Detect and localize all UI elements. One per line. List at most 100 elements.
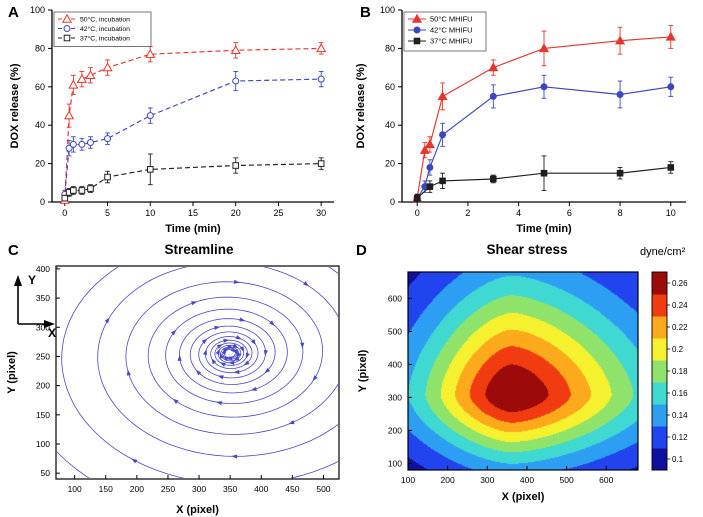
legend-label: 50°C, incubation <box>80 16 130 24</box>
svg-text:250: 250 <box>161 484 175 494</box>
svg-text:150: 150 <box>99 484 113 494</box>
svg-text:6: 6 <box>567 208 572 218</box>
svg-text:500: 500 <box>316 484 330 494</box>
svg-text:25: 25 <box>273 208 283 218</box>
svg-text:100: 100 <box>380 5 395 15</box>
svg-text:300: 300 <box>388 392 402 402</box>
x-axis-label: Time (min) <box>165 223 221 235</box>
svg-text:40: 40 <box>385 120 395 130</box>
svg-text:0: 0 <box>415 208 420 218</box>
streamlines <box>57 267 338 478</box>
panel-d-label: D <box>356 242 367 259</box>
chart-d-title: Shear stress <box>486 242 568 257</box>
colorbar-tick-label: 0.22 <box>672 323 688 332</box>
svg-text:10: 10 <box>666 208 676 218</box>
colorbar: 0.26 0.24 0.22 0.2 0.18 0.16 0.14 0.12 0.1 <box>651 271 688 471</box>
svg-text:80: 80 <box>385 43 395 53</box>
colorbar-tick-label: 0.16 <box>672 389 688 398</box>
y-axis-label: Y (pixel) <box>357 349 369 392</box>
legend-label: 42°C, incubation <box>80 25 130 33</box>
svg-text:20: 20 <box>385 159 395 169</box>
svg-text:200: 200 <box>388 425 402 435</box>
svg-text:500: 500 <box>560 475 574 485</box>
colorbar-tick-label: 0.12 <box>672 433 688 442</box>
colorbar-tick-label: 0.1 <box>672 455 684 464</box>
axes: 0 5 10 15 20 25 30 0 20 40 60 80 100 <box>30 5 334 218</box>
svg-text:400: 400 <box>254 484 268 494</box>
legend-label: 37°C, incubation <box>80 35 130 43</box>
svg-text:600: 600 <box>388 293 402 303</box>
svg-text:450: 450 <box>285 484 299 494</box>
colorbar-unit-label: dyne/cm² <box>640 246 686 258</box>
colorbar-tick-label: 0.26 <box>672 279 688 288</box>
series <box>61 70 325 199</box>
axes: 100 150 200 250 300 350 400 450 500 50 100 150 200 25… <box>36 264 340 494</box>
svg-text:350: 350 <box>36 293 50 303</box>
series <box>61 153 325 202</box>
svg-text:100: 100 <box>68 484 82 494</box>
svg-text:0: 0 <box>40 197 45 207</box>
svg-text:300: 300 <box>480 475 494 485</box>
legend-label: 42°C MHIFU <box>430 26 473 35</box>
y-axis-label: DOX release (%) <box>355 63 367 148</box>
svg-text:60: 60 <box>35 82 45 92</box>
chart-d: 100 200 300 400 500 600 100 200 300 400 500 600 X (p… <box>357 271 688 503</box>
xy-axes-annotation: YX <box>14 273 56 340</box>
svg-text:500: 500 <box>388 326 402 336</box>
series <box>59 42 327 204</box>
chart-c: 100 150 200 250 300 350 400 450 500 50 100 150 200 25… <box>6 264 340 516</box>
svg-text:15: 15 <box>188 208 198 218</box>
colorbar-tick-label: 0.14 <box>672 411 688 420</box>
panel-b: B 0 2 4 6 8 10 0 20 40 60 80 100 Time (min) DOX relea… <box>352 4 700 236</box>
svg-text:300: 300 <box>36 322 50 332</box>
panel-b-label: B <box>360 4 371 21</box>
svg-text:60: 60 <box>385 82 395 92</box>
svg-text:150: 150 <box>36 410 50 420</box>
svg-text:30: 30 <box>316 208 326 218</box>
y-axis-label: DOX release (%) <box>9 63 21 148</box>
svg-text:100: 100 <box>401 475 415 485</box>
svg-text:0: 0 <box>62 208 67 218</box>
series <box>413 155 675 203</box>
svg-text:50: 50 <box>41 468 51 478</box>
svg-text:400: 400 <box>388 359 402 369</box>
svg-text:350: 350 <box>223 484 237 494</box>
svg-text:80: 80 <box>35 43 45 53</box>
chart-d-heatmap <box>408 272 638 470</box>
y-axis-label: Y (pixel) <box>6 351 18 394</box>
svg-text:0: 0 <box>390 197 395 207</box>
chart-c-title: Streamline <box>164 242 234 257</box>
svg-text:400: 400 <box>520 475 534 485</box>
svg-text:5: 5 <box>105 208 110 218</box>
annotation-y-label: Y <box>28 273 36 287</box>
colorbar-tick-label: 0.18 <box>672 367 688 376</box>
svg-text:20: 20 <box>231 208 241 218</box>
svg-text:2: 2 <box>465 208 470 218</box>
legend-label: 37°C MHIFU <box>430 37 473 46</box>
colorbar-tick-label: 0.24 <box>672 301 688 310</box>
svg-text:250: 250 <box>36 351 50 361</box>
svg-text:600: 600 <box>599 475 613 485</box>
x-axis-label: Time (min) <box>516 223 572 235</box>
svg-text:200: 200 <box>441 475 455 485</box>
svg-text:100: 100 <box>388 458 402 468</box>
legend: 50°C MHIFU 42°C MHIFU 37°C MHIFU <box>403 11 487 52</box>
svg-text:8: 8 <box>618 208 623 218</box>
chart-a: 0 5 10 15 20 25 30 0 20 40 60 80 100 Time (min) DOX re… <box>9 5 334 235</box>
svg-text:200: 200 <box>130 484 144 494</box>
x-axis-label: X (pixel) <box>176 504 219 516</box>
x-axis-label: X (pixel) <box>502 491 545 503</box>
annotation-x-label: X <box>48 326 56 340</box>
svg-text:300: 300 <box>192 484 206 494</box>
panel-a: A 0 5 10 15 20 25 30 0 20 40 60 80 100 Time (min) DOX … <box>6 4 346 236</box>
svg-text:200: 200 <box>36 381 50 391</box>
panel-a-label: A <box>8 4 19 21</box>
panel-c-label: C <box>8 242 19 259</box>
panel-d: D Shear stress dyne/cm² 100 200 300 400 500 6… <box>352 240 700 517</box>
svg-text:4: 4 <box>516 208 521 218</box>
svg-text:20: 20 <box>35 159 45 169</box>
